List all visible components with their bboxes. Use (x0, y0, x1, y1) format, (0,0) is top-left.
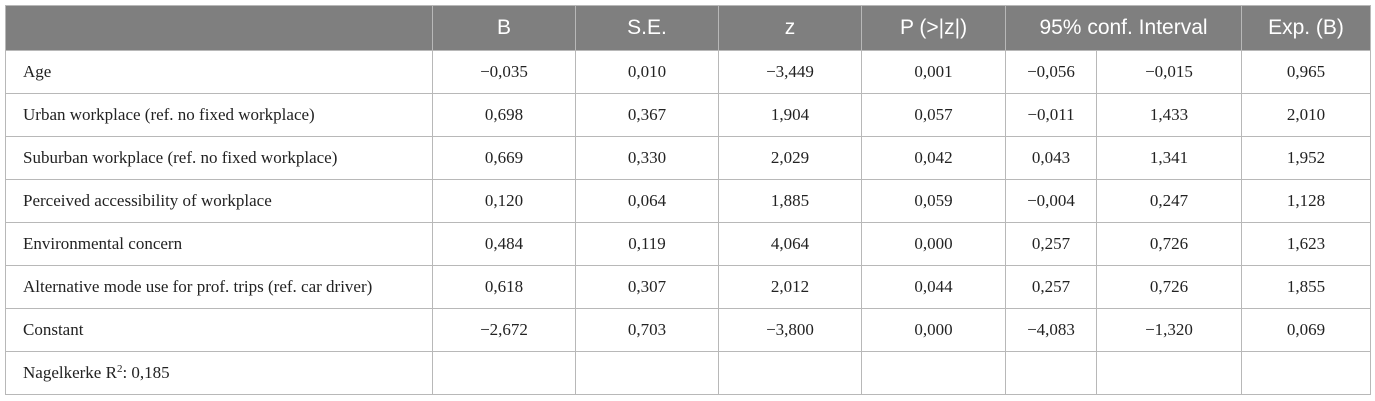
cell-ci-high: 0,726 (1096, 222, 1242, 266)
cell-z: −3,449 (718, 50, 862, 94)
row-label: Urban workplace (ref. no fixed workplace… (5, 93, 433, 137)
empty-cell (432, 351, 576, 395)
header-exp-b: Exp. (B) (1241, 5, 1371, 51)
cell-p: 0,042 (861, 136, 1006, 180)
cell-b: −0,035 (432, 50, 576, 94)
cell-ci-low: −0,011 (1005, 93, 1097, 137)
cell-se: 0,703 (575, 308, 719, 352)
header-variable (5, 5, 433, 51)
cell-se: 0,010 (575, 50, 719, 94)
cell-ci-high: 1,433 (1096, 93, 1242, 137)
header-conf-interval: 95% conf. Interval (1005, 5, 1242, 51)
cell-ci-high: 0,726 (1096, 265, 1242, 309)
cell-ci-high: −1,320 (1096, 308, 1242, 352)
results-table-container: B S.E. z P (>|z|) 95% conf. Interval Exp… (5, 5, 1371, 395)
cell-ci-high: −0,015 (1096, 50, 1242, 94)
cell-z: 4,064 (718, 222, 862, 266)
table-row: Age −0,035 0,010 −3,449 0,001 −0,056 −0,… (5, 50, 1371, 94)
empty-cell (1005, 351, 1097, 395)
cell-b: 0,618 (432, 265, 576, 309)
cell-ci-high: 0,247 (1096, 179, 1242, 223)
row-label: Environmental concern (5, 222, 433, 266)
row-label: Alternative mode use for prof. trips (re… (5, 265, 433, 309)
cell-p: 0,044 (861, 265, 1006, 309)
cell-p: 0,059 (861, 179, 1006, 223)
cell-exp-b: 1,952 (1241, 136, 1371, 180)
cell-exp-b: 0,069 (1241, 308, 1371, 352)
cell-ci-high: 1,341 (1096, 136, 1242, 180)
cell-exp-b: 1,855 (1241, 265, 1371, 309)
cell-ci-low: 0,043 (1005, 136, 1097, 180)
cell-z: 2,029 (718, 136, 862, 180)
cell-p: 0,057 (861, 93, 1006, 137)
empty-cell (575, 351, 719, 395)
cell-se: 0,367 (575, 93, 719, 137)
cell-ci-low: −0,004 (1005, 179, 1097, 223)
cell-z: −3,800 (718, 308, 862, 352)
table-row: Alternative mode use for prof. trips (re… (5, 265, 1371, 309)
table-row: Environmental concern 0,484 0,119 4,064 … (5, 222, 1371, 266)
cell-b: −2,672 (432, 308, 576, 352)
model-fit-note: Nagelkerke R2: 0,185 (5, 351, 433, 395)
cell-z: 2,012 (718, 265, 862, 309)
header-row: B S.E. z P (>|z|) 95% conf. Interval Exp… (5, 5, 1371, 51)
cell-se: 0,119 (575, 222, 719, 266)
cell-p: 0,001 (861, 50, 1006, 94)
cell-ci-low: −4,083 (1005, 308, 1097, 352)
model-fit-superscript: 2 (116, 363, 123, 375)
footer-row: Nagelkerke R2: 0,185 (5, 351, 1371, 395)
header-b: B (432, 5, 576, 51)
cell-se: 0,330 (575, 136, 719, 180)
cell-b: 0,484 (432, 222, 576, 266)
cell-ci-low: −0,056 (1005, 50, 1097, 94)
cell-exp-b: 1,623 (1241, 222, 1371, 266)
table-row: Constant −2,672 0,703 −3,800 0,000 −4,08… (5, 308, 1371, 352)
table-row: Suburban workplace (ref. no fixed workpl… (5, 136, 1371, 180)
model-fit-value: : 0,185 (122, 363, 170, 382)
header-se: S.E. (575, 5, 719, 51)
table-row: Urban workplace (ref. no fixed workplace… (5, 93, 1371, 137)
row-label: Perceived accessibility of workplace (5, 179, 433, 223)
header-z: z (718, 5, 862, 51)
row-label: Suburban workplace (ref. no fixed workpl… (5, 136, 433, 180)
cell-ci-low: 0,257 (1005, 222, 1097, 266)
empty-cell (861, 351, 1006, 395)
cell-exp-b: 2,010 (1241, 93, 1371, 137)
cell-z: 1,904 (718, 93, 862, 137)
cell-b: 0,669 (432, 136, 576, 180)
cell-ci-low: 0,257 (1005, 265, 1097, 309)
cell-z: 1,885 (718, 179, 862, 223)
row-label: Constant (5, 308, 433, 352)
cell-exp-b: 1,128 (1241, 179, 1371, 223)
empty-cell (1096, 351, 1242, 395)
cell-p: 0,000 (861, 308, 1006, 352)
cell-b: 0,120 (432, 179, 576, 223)
table-row: Perceived accessibility of workplace 0,1… (5, 179, 1371, 223)
header-p: P (>|z|) (861, 5, 1006, 51)
cell-exp-b: 0,965 (1241, 50, 1371, 94)
cell-p: 0,000 (861, 222, 1006, 266)
cell-b: 0,698 (432, 93, 576, 137)
cell-se: 0,307 (575, 265, 719, 309)
empty-cell (718, 351, 862, 395)
cell-se: 0,064 (575, 179, 719, 223)
model-fit-prefix: Nagelkerke R (23, 363, 117, 382)
regression-results-table: B S.E. z P (>|z|) 95% conf. Interval Exp… (5, 5, 1371, 395)
empty-cell (1241, 351, 1371, 395)
row-label: Age (5, 50, 433, 94)
